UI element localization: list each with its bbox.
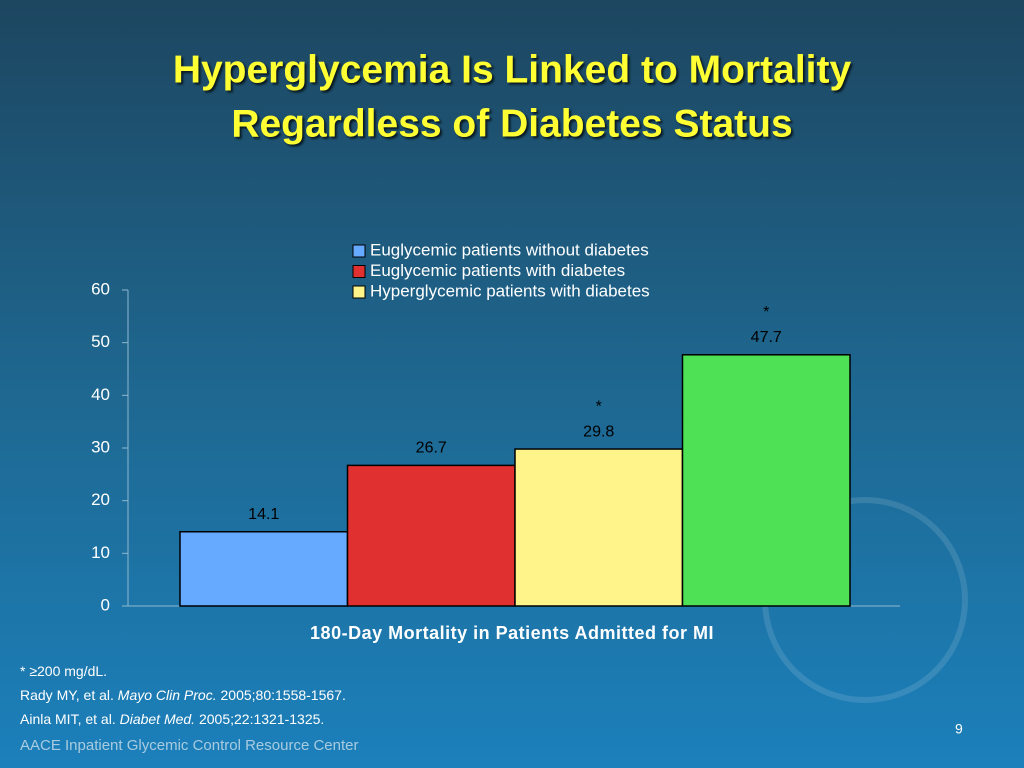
legend-label: Hyperglycemic patients with diabetes — [370, 281, 650, 300]
y-tick-label: 40 — [91, 385, 110, 404]
legend-swatch — [352, 265, 366, 278]
data-label: 14.1 — [248, 506, 279, 523]
bar — [346, 464, 516, 607]
footnote-part: Mayo Clin Proc. — [118, 687, 217, 703]
x-axis-label: 180-Day Mortality in Patients Admitted f… — [310, 623, 714, 643]
title-line: Hyperglycemia Is Linked to Mortality — [173, 48, 852, 91]
bar — [179, 530, 349, 607]
footer: AACE Inpatient Glycemic Control Resource… — [20, 737, 358, 754]
legend-swatch — [352, 285, 366, 299]
footnote: Ainla MIT, et al. Diabet Med. 2005;22:13… — [20, 711, 324, 727]
title-line: Regardless of Diabetes Status — [231, 102, 792, 145]
y-tick-label: 50 — [91, 332, 110, 351]
bar — [681, 354, 851, 607]
y-tick-label: 0 — [101, 595, 110, 614]
footnote: * ≥200 mg/dL. — [20, 663, 107, 679]
y-tick-label: 30 — [91, 437, 110, 456]
footnote-part: 2005;80:1558-1567. — [217, 687, 346, 703]
footnote-part: Ainla MIT, et al. — [20, 711, 120, 727]
footnote-part: * ≥200 mg/dL. — [20, 663, 107, 679]
data-label: 29.8 — [583, 423, 614, 440]
y-tick-label: 10 — [91, 543, 110, 562]
footnote-part: 2005;22:1321-1325. — [195, 711, 324, 727]
legend-label: Euglycemic patients with diabetes — [370, 261, 625, 280]
page-number: 9 — [955, 721, 963, 737]
data-label: 47.7 — [751, 329, 782, 346]
legend-swatch — [352, 244, 366, 258]
y-tick-label: 60 — [91, 279, 110, 298]
y-tick-label: 20 — [91, 490, 110, 509]
legend-label: Euglycemic patients without diabetes — [370, 240, 649, 259]
bar — [514, 448, 684, 607]
footnote: Rady MY, et al. Mayo Clin Proc. 2005;80:… — [20, 687, 346, 703]
footnote-part: Rady MY, et al. — [20, 687, 118, 703]
annotation: * — [596, 398, 602, 415]
footnote-part: Diabet Med. — [120, 711, 195, 727]
annotation: * — [763, 304, 769, 321]
data-label: 26.7 — [416, 440, 447, 457]
